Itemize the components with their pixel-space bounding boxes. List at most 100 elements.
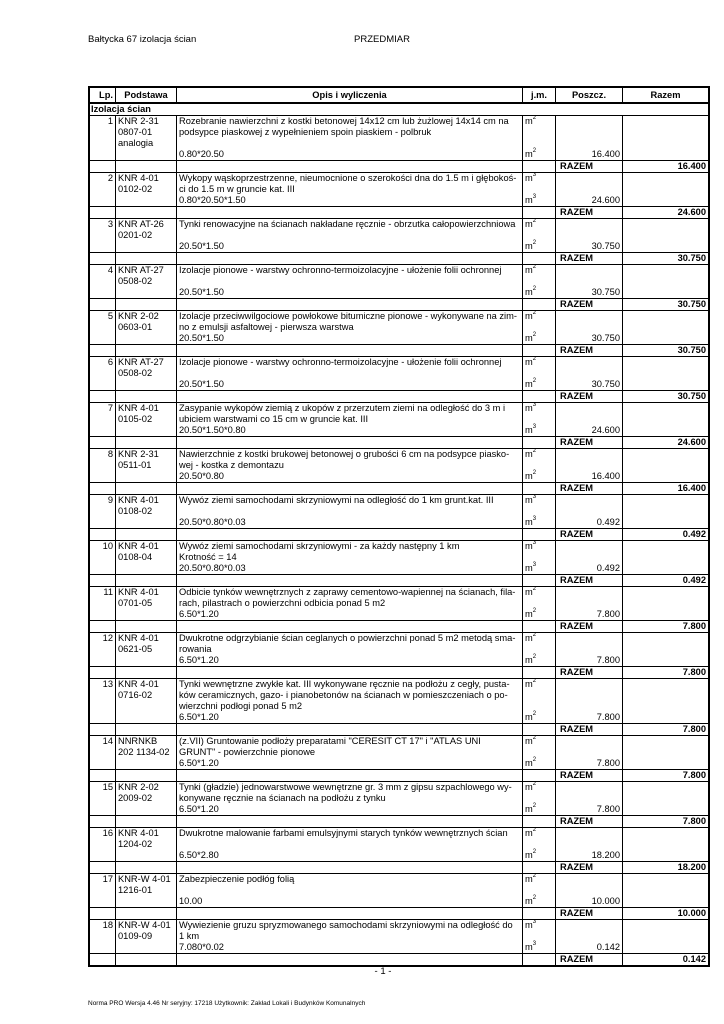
unit: m2 [525,735,537,747]
unit: m2 [525,378,537,389]
description-line: 1 km [179,931,200,941]
empty-cell [176,298,523,311]
total-row: RAZEM 24.600 [88,206,710,219]
empty-cell [115,160,177,173]
item-total-empty [622,632,710,667]
item-quantity: 30.750 [555,218,623,253]
description-text: Tynki wewnętrzne zwykłe kat. III wykonyw… [179,680,520,713]
basis-line: KNR 2-31 [118,449,159,460]
total-value: 7.800 [622,620,710,633]
item-description: Zabezpieczenie podłóg folią 10.00 [176,873,523,908]
basis-line: 0201-02 [118,230,153,240]
unit-exponent: 3 [532,194,537,200]
item-row: 8 KNR 2-31 0511-01 Nawierzchnie z kostki br… [88,448,710,483]
unit: m2 [525,757,537,768]
basis-line: 0701-05 [118,598,153,608]
unit: m3 [525,919,537,931]
empty-cell [176,252,523,265]
empty-cell [115,390,177,403]
quantity-value: 10.000 [591,896,620,906]
quantity-value: 16.400 [591,149,620,159]
description-line: Nawierzchnie z kostki brukowej betonowej… [179,449,510,460]
total-row: RAZEM 18.200 [88,861,710,874]
empty-cell [522,574,556,587]
empty-cell [176,907,523,920]
description-line: Dwukrotne odgrzybianie ścian ceglanych o… [179,633,516,644]
empty-cell [115,252,177,265]
quantity-value: 0.492 [596,563,620,573]
item-description: Tynki (gładzie) jednowarstwowe wewnętrzn… [176,781,523,816]
item-row: 4 KNR AT-27 0508-02 Izolacje pionowe - wars… [88,264,710,299]
item-total-empty [622,172,710,207]
unit-exponent: 3 [532,516,537,522]
description-line: Krotność = 14 [179,552,237,562]
document-type: PRZEDMIAR [354,34,410,45]
item-basis: KNR 4-01 1204-02 [115,827,177,862]
unit-top: m2 [525,450,553,461]
footer-text: Norma PRO Wersja 4.46 Nr seryjny: 17218 … [88,1000,366,1007]
total-row: RAZEM 0.142 [88,953,710,967]
description-line: Izolacje pionowe - warstwy ochronno-term… [179,357,502,368]
description-line: Izolacje przeciwwilgociowe powłokowe bit… [179,311,517,322]
col-poszcz: Poszcz. [555,86,623,104]
empty-cell [115,769,177,782]
basis-line: 0621-05 [118,644,153,654]
unit-exponent: 2 [532,873,537,880]
total-value: 10.000 [622,907,710,920]
total-value: 16.400 [622,482,710,495]
item-unit: m2 m2 [522,781,556,816]
item-row: 11 KNR 4-01 0701-05 Odbicie tynków wewnętrz… [88,586,710,621]
basis-line: 1204-02 [118,839,153,849]
item-quantity: 30.750 [555,310,623,345]
total-value: 7.800 [622,723,710,736]
unit: m2 [525,849,537,860]
basis-line: KNR 4-01 [118,173,159,184]
unit-exponent: 3 [532,424,537,430]
item-quantity: 10.000 [555,873,623,908]
unit: m3 [525,494,537,506]
empty-cell [88,907,116,920]
unit-exponent: 2 [532,240,537,246]
unit-exponent: 2 [532,757,537,763]
unit-bottom: m3 [525,941,553,953]
total-label: RAZEM [555,206,623,219]
calculation-formula: 0.80*20.50*1.50 [179,195,246,205]
item-row: 14 NNRNKB 202 1134-02 (z.VII) Gruntowanie p… [88,735,710,770]
item-description: Tynki wewnętrzne zwykłe kat. III wykonyw… [176,678,523,724]
empty-cell [176,160,523,173]
item-unit: m2 m2 [522,448,556,483]
total-label: RAZEM [555,298,623,311]
description-line: Odbicie tynków wewnętrznych z zaprawy ce… [179,587,516,598]
total-row: RAZEM 10.000 [88,907,710,920]
item-basis: KNR 4-01 0102-02 [115,172,177,207]
item-basis: NNRNKB 202 1134-02 [115,735,177,770]
empty-cell [176,620,523,633]
item-basis: KNR 4-01 0108-04 [115,540,177,575]
col-podstawa: Podstawa [115,86,177,104]
empty-cell [522,252,556,265]
col-jm: j.m. [522,86,556,104]
unit: m2 [525,286,537,297]
total-row: RAZEM 24.600 [88,436,710,449]
empty-cell [115,574,177,587]
empty-cell [176,769,523,782]
description-text: Izolacje pionowe - warstwy ochronno-term… [179,266,520,288]
col-lp: Lp. [88,86,116,104]
unit-bottom: m2 [525,711,553,723]
item-unit: m2 m2 [522,218,556,253]
col-razem: Razem [622,86,710,104]
empty-cell [522,206,556,219]
basis-line: KNR-W 4-01 [118,874,171,885]
total-label: RAZEM [555,861,623,874]
item-basis: KNR 2-31 0807-01 analogia [115,115,177,161]
unit-bottom: m2 [525,332,553,344]
unit: m3 [525,194,537,205]
empty-cell [115,666,177,679]
item-basis: KNR-W 4-01 0109-09 [115,919,177,954]
basis-line: 1216-01 [118,885,153,895]
item-number: 11 [88,586,116,621]
unit-exponent: 2 [532,310,537,317]
empty-cell [115,436,177,449]
empty-cell [88,206,116,219]
